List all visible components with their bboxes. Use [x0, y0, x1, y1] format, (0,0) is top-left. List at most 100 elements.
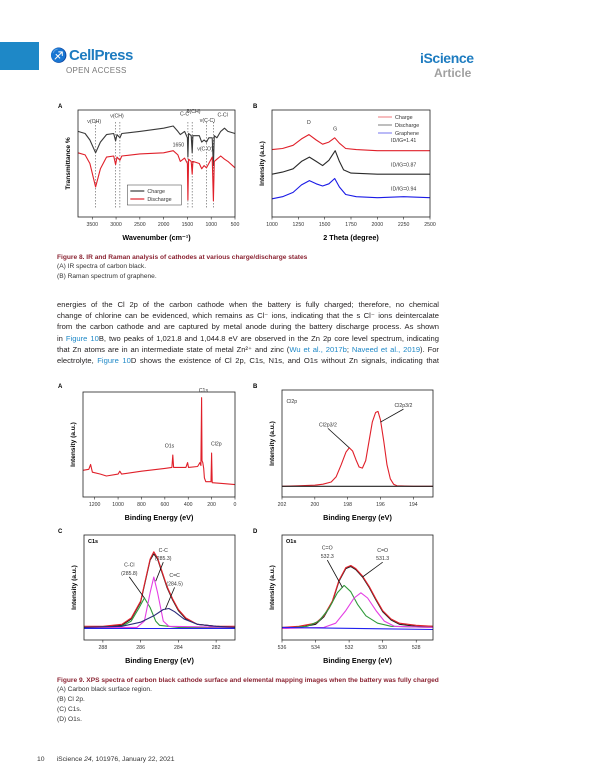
figure9-caption-d: (D) O1s. — [57, 716, 82, 723]
x-axis-label: Binding Energy (eV) — [323, 656, 392, 665]
plot-frame — [281, 389, 434, 498]
x-tick-label: 200 — [207, 502, 216, 508]
cellpress-mark-icon: ♐ — [50, 47, 67, 63]
x-tick-label: 1500 — [319, 222, 331, 228]
panel-label: D — [253, 529, 258, 535]
series-line-2 — [281, 584, 434, 630]
series-line-0 — [82, 397, 236, 486]
figure9-panel-c-c1s-chart: C 288 286 284 282 Binding Energy (eV) Intensit… — [58, 529, 236, 665]
x-tick-label: 1500 — [182, 222, 194, 228]
panel-label: A — [58, 384, 63, 390]
annotation-label: 1650 — [173, 142, 185, 148]
citation-link[interactable]: Wu et al., 2017b — [289, 344, 347, 354]
x-tick-label: 2500 — [134, 222, 146, 228]
x-tick-label: 536 — [278, 645, 287, 651]
x-tick-label: 800 — [137, 502, 146, 508]
x-tick-label: 530 — [378, 645, 387, 651]
x-tick-label: 1200 — [89, 502, 101, 508]
x-tick-label: 284 — [174, 645, 183, 651]
x-tick-label: 3500 — [86, 222, 98, 228]
annotation-arrow — [326, 559, 343, 588]
citation-link[interactable]: Figure 10 — [97, 356, 131, 366]
figure8-panel-a-ir-chart: A 3500 3000 2500 2000 1500 1000 500 Wavenumber (… — [58, 104, 240, 242]
page-footer: 10 iScience 24, 101976, January 22, 2021 — [37, 756, 174, 763]
body-line: electrolyte, Figure 10D shows the existe… — [57, 355, 439, 366]
annotation-label: C-Cl — [124, 563, 134, 569]
panel-label: B — [253, 384, 258, 390]
series-line-discharge — [77, 150, 236, 202]
annotation-label: 531.3 — [376, 556, 389, 562]
figure8-caption: Figure 8. IR and Raman analysis of catho… — [57, 253, 537, 282]
annotation-label: ID/IG=1.41 — [391, 138, 416, 144]
annotation-label: δ(CH) — [187, 109, 201, 115]
y-axis-label: Intensity (a.u.) — [259, 141, 266, 186]
series-line-1 — [281, 564, 434, 628]
annotation-label: C=O — [322, 546, 333, 552]
publisher-name: CellPress — [68, 47, 133, 64]
annotation-label: C-C — [159, 548, 168, 554]
x-tick-label: 500 — [231, 222, 240, 228]
x-tick-label: 532 — [345, 645, 354, 651]
x-axis-label: Binding Energy (eV) — [125, 656, 194, 665]
x-tick-label: 288 — [99, 645, 108, 651]
figure9-panel-d-o1s-chart: D 536 534 532 530 528 Binding Energy (eV) Inten… — [253, 529, 434, 665]
body-text-segment: from the carbon cathode and are captured… — [57, 322, 439, 332]
x-axis-label: Binding Energy (eV) — [323, 513, 392, 522]
plot-frame — [281, 534, 434, 641]
y-axis-label: Transmittance % — [65, 137, 72, 190]
body-line: in Figure 10B, two peaks of 1,021.8 and … — [57, 333, 439, 344]
annotation-label: (284.5) — [166, 581, 183, 587]
annotation-label: ν(OH) — [87, 119, 101, 125]
citation-link[interactable]: Figure 10 — [65, 333, 99, 343]
x-tick-label: 3000 — [110, 222, 122, 228]
y-axis-label: Intensity (a.u.) — [70, 422, 77, 467]
x-tick-label: 1250 — [293, 222, 305, 228]
x-tick-label: 198 — [343, 502, 352, 508]
y-axis-label: Intensity (a.u.) — [269, 421, 276, 466]
series-line-3 — [84, 576, 236, 628]
annotation-label: C1s — [199, 388, 209, 394]
annotation-arrow — [155, 562, 164, 582]
annotation-label: 532.3 — [321, 554, 334, 560]
series-line-discharge — [271, 150, 430, 175]
series-line-graphene — [271, 177, 431, 200]
legend-entry: Charge — [395, 115, 413, 121]
body-line: change of chlorine can be evidenced, whi… — [57, 310, 439, 321]
annotation-arrow — [362, 561, 383, 578]
body-line: energies of the Cl 2p of the carbon cath… — [57, 299, 439, 310]
page-number: 10 — [37, 756, 45, 763]
x-axis-label: Wavenumber (cm⁻¹) — [122, 233, 191, 242]
panel-label: A — [58, 104, 63, 110]
plot-frame — [83, 534, 236, 641]
body-text-segment: that Zn atoms are in an intermediate sta… — [57, 344, 290, 354]
body-text-segment: B, two peaks of 1,021.8 and 1,044.8 eV a… — [98, 333, 440, 343]
figure8-caption-b: (B) Raman spectrum of graphene. — [57, 273, 157, 280]
y-axis-label: Intensity (a.u.) — [269, 565, 276, 610]
body-text-segment: in — [57, 333, 66, 343]
x-tick-label: 2250 — [398, 222, 410, 228]
annotation-label: ID/IG=0.87 — [391, 163, 416, 169]
x-tick-label: 194 — [409, 502, 418, 508]
annotation-label: Cl2p — [287, 399, 298, 405]
x-tick-label: 534 — [311, 645, 320, 651]
annotation-label: (285.3) — [155, 556, 172, 562]
plot-frame — [82, 391, 236, 498]
x-tick-label: 2000 — [372, 222, 384, 228]
journal-name: iScience — [420, 50, 474, 66]
citation-link[interactable]: Naveed et al., 2019 — [351, 344, 421, 354]
footer-volume: 24 — [84, 756, 92, 763]
annotation-label: ν(CH) — [110, 113, 124, 119]
series-line-4 — [83, 607, 236, 628]
body-paragraph: energies of the Cl 2p of the carbon cath… — [57, 299, 439, 366]
annotation-arrow — [164, 587, 175, 610]
x-tick-label: 1750 — [345, 222, 357, 228]
x-tick-label: 282 — [212, 645, 221, 651]
annotation-label: C=O — [377, 548, 388, 554]
x-tick-label: 2500 — [424, 222, 436, 228]
body-text-segment: ; — [346, 344, 352, 354]
annotation-label: O1s — [165, 443, 175, 449]
legend-entry: Charge — [147, 189, 165, 195]
series-line-3 — [281, 592, 434, 630]
annotation-label: (285.8) — [121, 571, 138, 577]
x-tick-label: 600 — [161, 502, 170, 508]
